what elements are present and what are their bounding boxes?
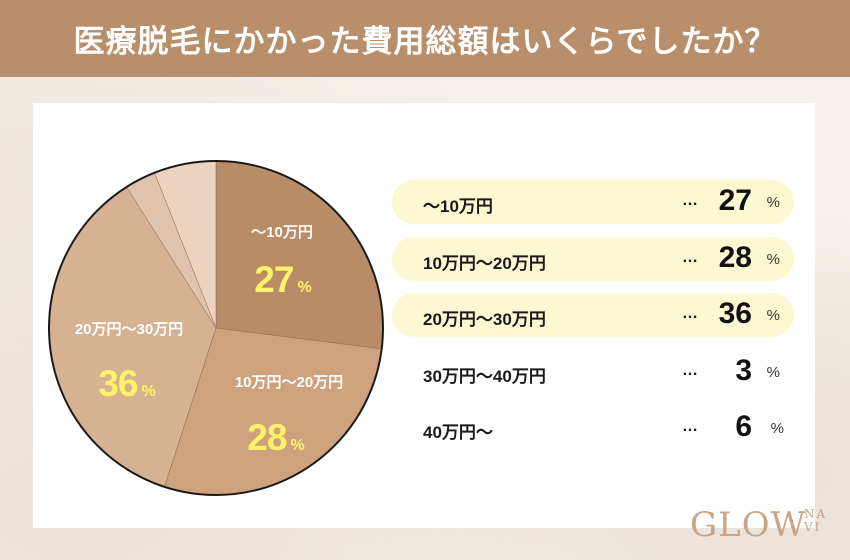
- logo-sub: NA VI: [804, 507, 828, 534]
- pie-slice: [215, 160, 384, 350]
- legend-unit: %: [770, 420, 784, 437]
- legend-dots: …: [682, 418, 698, 435]
- pie-pct-0: 27%: [254, 259, 312, 300]
- legend-row: 30万円〜40万円 … 3 %: [392, 350, 794, 394]
- legend-label: 20万円〜30万円: [423, 310, 546, 329]
- legend-dots: …: [682, 361, 698, 379]
- legend-row: 10万円〜20万円 … 28 %: [392, 236, 794, 281]
- legend-dots: …: [682, 192, 698, 209]
- legend-dots: …: [682, 248, 698, 266]
- legend-unit: %: [766, 194, 780, 211]
- legend-label: 〜10万円: [423, 197, 493, 216]
- pie-outline: [48, 160, 384, 496]
- legend-row: 20万円〜30万円 … 36 %: [392, 293, 794, 337]
- legend-row: 40万円〜 … 6 %: [392, 406, 794, 450]
- pie-pct-1: 28%: [247, 417, 305, 458]
- legend-value: 28: [718, 240, 752, 274]
- legend-unit: %: [766, 307, 780, 324]
- legend-dots: …: [682, 305, 698, 322]
- glow-navi-logo: GLOW NA VI: [690, 505, 825, 545]
- legend-value: 27: [718, 184, 752, 217]
- pie-label-0: 〜10万円: [251, 224, 313, 241]
- pie-pct-2: 36%: [98, 363, 156, 404]
- legend-value: 36: [718, 297, 752, 330]
- legend-label: 10万円〜20万円: [423, 253, 546, 273]
- header-bar: 医療脱毛にかかった費用総額はいくらでしたか？: [0, 0, 850, 77]
- pie-label-2: 20万円〜30万円: [74, 321, 184, 338]
- legend: 〜10万円 … 27 % 10万円〜20万円 … 28 % 20万円〜30万円 …: [392, 180, 794, 463]
- legend-label: 40万円〜: [423, 423, 493, 442]
- pie-label-1: 10万円〜20万円: [234, 374, 344, 391]
- chart-title: 医療脱毛にかかった費用総額はいくらでしたか？: [73, 24, 777, 60]
- legend-row: 〜10万円 … 27 %: [392, 180, 794, 224]
- logo-text: GLOW: [690, 505, 807, 545]
- legend-value: 3: [735, 353, 752, 387]
- legend-unit: %: [766, 363, 780, 381]
- legend-unit: %: [766, 250, 780, 268]
- legend-label: 30万円〜40万円: [423, 366, 546, 386]
- legend-value: 6: [735, 410, 752, 443]
